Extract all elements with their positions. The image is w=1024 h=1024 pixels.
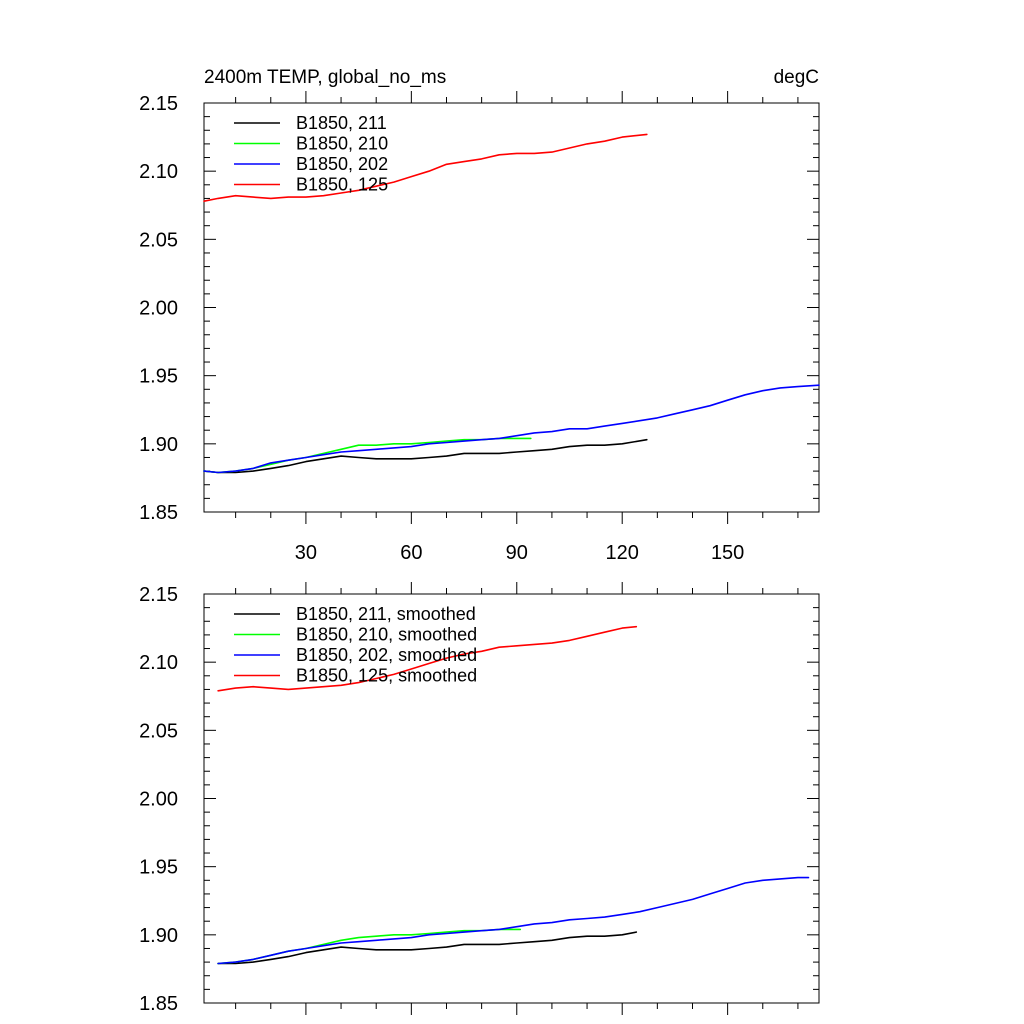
bottom-ytick-label: 1.95	[139, 857, 178, 879]
top-panel: 1.85 1.90 1.95 2.00 2.05 2.10 2.15 30 60 90 120 15…	[139, 91, 820, 564]
top-xtick-label: 30	[295, 542, 317, 564]
bottom-legend-label-2: B1850, 202, smoothed	[296, 645, 477, 665]
top-legend-label-0: B1850, 211	[296, 113, 387, 133]
bottom-series-line-2	[217, 876, 810, 965]
bottom-series-line-0	[217, 931, 638, 965]
bottom-legend-label-3: B1850, 125, smoothed	[296, 666, 477, 686]
top-ytick-label: 1.85	[139, 502, 178, 524]
bottom-legend-label-1: B1850, 210, smoothed	[296, 625, 477, 645]
bottom-ytick-label: 2.00	[139, 789, 178, 811]
top-series-line-2	[203, 384, 820, 474]
bottom-axis-ticks	[204, 582, 819, 1015]
bottom-ytick-label: 2.05	[139, 720, 178, 742]
top-series-layer	[203, 133, 820, 474]
top-x-tick-labels: 30 60 90 120 150	[295, 542, 745, 564]
top-legend-label-2: B1850, 202	[296, 154, 388, 174]
bottom-series-line-3	[217, 625, 638, 692]
top-series-line-3	[203, 133, 648, 202]
bottom-ytick-label: 2.15	[139, 584, 178, 606]
bottom-legend-label-0: B1850, 211, smoothed	[296, 604, 476, 624]
bottom-series-line-1	[217, 928, 522, 965]
top-y-tick-labels: 1.85 1.90 1.95 2.00 2.05 2.10 2.15	[139, 93, 178, 524]
top-xtick-label: 120	[606, 542, 639, 564]
bottom-y-tick-labels: 1.85 1.90 1.95 2.00 2.05 2.10 2.15	[139, 584, 178, 1015]
bottom-ytick-label: 1.85	[139, 993, 178, 1015]
bottom-ytick-label: 1.90	[139, 925, 178, 947]
top-ytick-label: 1.95	[139, 366, 178, 388]
top-ytick-label: 1.90	[139, 434, 178, 456]
bottom-panel: 1.85 1.90 1.95 2.00 2.05 2.10 2.15 B1850, 211,…	[139, 582, 820, 1015]
top-axis-ticks	[204, 91, 819, 524]
chart-title-left: 2400m TEMP, global_no_ms	[204, 67, 446, 88]
top-xtick-label: 150	[711, 542, 744, 564]
bottom-series-layer	[217, 625, 810, 965]
bottom-ytick-label: 2.10	[139, 652, 178, 674]
top-xtick-label: 60	[400, 542, 422, 564]
top-legend-label-3: B1850, 125	[296, 175, 388, 195]
top-series-line-0	[203, 438, 648, 474]
top-ytick-label: 2.00	[139, 298, 178, 320]
top-series-line-1	[203, 437, 532, 474]
top-ytick-label: 2.10	[139, 161, 178, 183]
top-ytick-label: 2.15	[139, 93, 178, 115]
chart-title-right: degC	[774, 67, 819, 88]
top-xtick-label: 90	[506, 542, 528, 564]
top-legend-label-1: B1850, 210	[296, 134, 388, 154]
top-ytick-label: 2.05	[139, 229, 178, 251]
